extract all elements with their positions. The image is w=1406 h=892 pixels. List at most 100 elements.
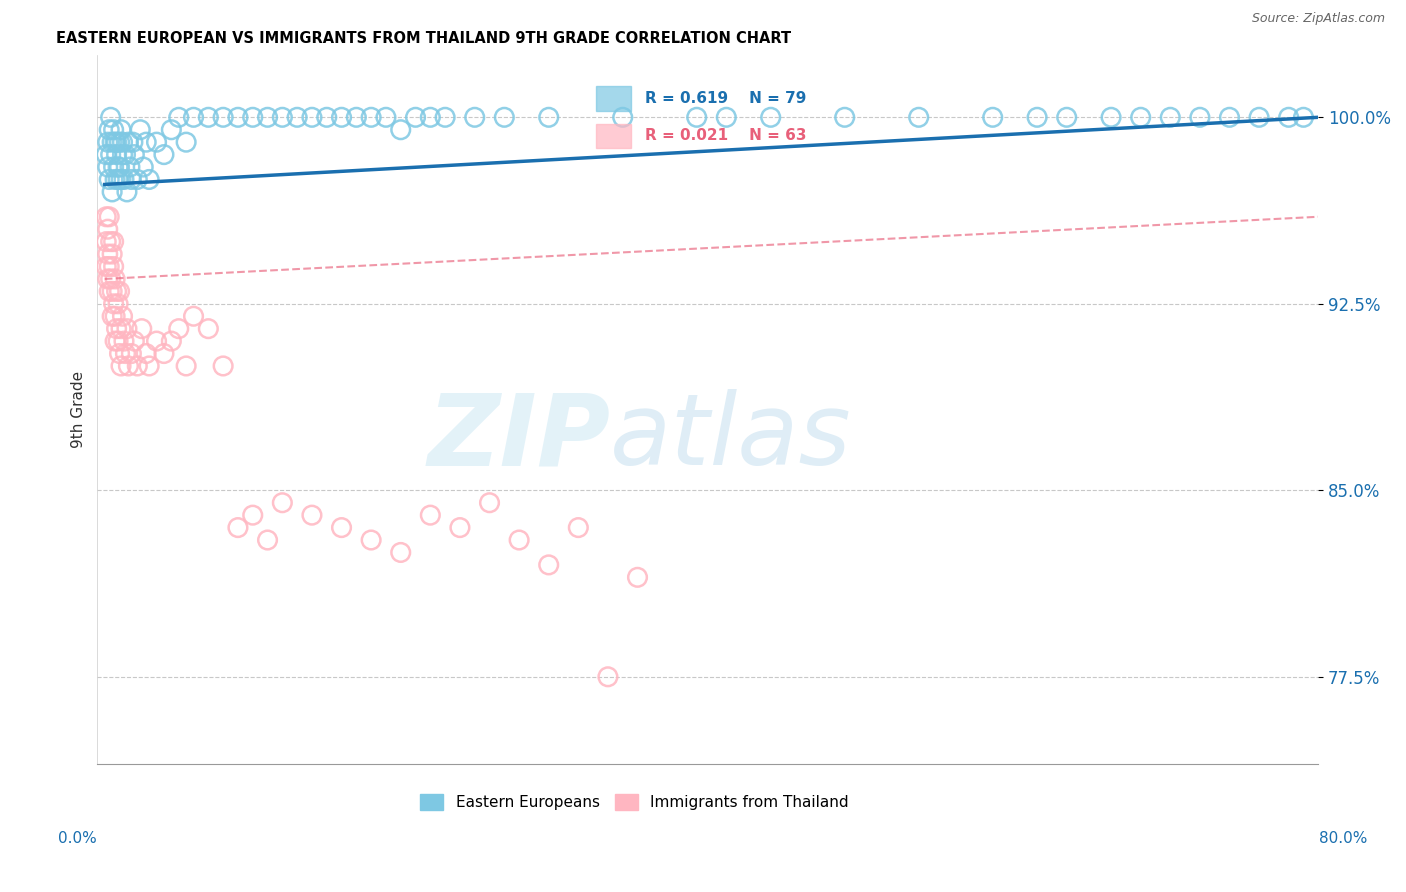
Point: [103, 260, 125, 274]
Point: [301, 508, 323, 523]
Point: [104, 135, 127, 149]
Point: [96, 147, 118, 161]
Point: [96, 210, 118, 224]
Point: [112, 334, 135, 348]
Point: [449, 520, 471, 534]
Point: [105, 285, 128, 299]
Point: [494, 111, 516, 125]
Point: [112, 172, 135, 186]
Point: [389, 545, 412, 559]
Point: [508, 533, 530, 547]
Point: [1249, 111, 1271, 125]
Point: [1188, 111, 1211, 125]
Point: [105, 321, 128, 335]
Point: [103, 235, 125, 249]
Point: [389, 122, 412, 136]
Point: [107, 160, 129, 174]
Text: EASTERN EUROPEAN VS IMMIGRANTS FROM THAILAND 9TH GRADE CORRELATION CHART: EASTERN EUROPEAN VS IMMIGRANTS FROM THAI…: [56, 31, 792, 46]
Point: [108, 135, 131, 149]
Point: [108, 285, 131, 299]
Point: [96, 260, 118, 274]
Point: [100, 235, 122, 249]
Point: [98, 285, 121, 299]
Point: [110, 172, 132, 186]
Point: [107, 172, 129, 186]
Point: [98, 210, 121, 224]
Point: [127, 359, 149, 373]
Point: [120, 346, 142, 360]
Point: [100, 147, 122, 161]
Point: [626, 570, 648, 584]
Point: [117, 359, 139, 373]
Text: 80.0%: 80.0%: [1319, 831, 1367, 846]
Point: [226, 520, 249, 534]
Point: [167, 321, 190, 335]
Point: [98, 122, 121, 136]
Point: [108, 160, 131, 174]
Point: [183, 111, 205, 125]
Point: [117, 135, 139, 149]
Point: [907, 111, 929, 125]
Point: [160, 334, 183, 348]
Point: [110, 122, 132, 136]
Point: [101, 310, 124, 324]
Point: [153, 346, 176, 360]
Point: [1099, 111, 1122, 125]
Point: [111, 147, 134, 161]
Point: [716, 111, 738, 125]
Point: [315, 111, 337, 125]
Point: [127, 172, 149, 186]
Point: [271, 111, 294, 125]
Point: [97, 135, 120, 149]
Point: [686, 111, 709, 125]
Point: [122, 135, 145, 149]
Point: [596, 670, 619, 684]
Point: [256, 533, 278, 547]
Point: [567, 520, 589, 534]
Point: [101, 185, 124, 199]
Point: [419, 111, 441, 125]
Point: [360, 111, 382, 125]
Point: [271, 496, 294, 510]
Point: [285, 111, 308, 125]
Point: [97, 160, 120, 174]
Point: [96, 235, 118, 249]
Point: [153, 147, 176, 161]
Point: [111, 135, 134, 149]
Point: [101, 285, 124, 299]
Point: [1292, 111, 1315, 125]
Point: [110, 321, 132, 335]
Legend: Eastern Europeans, Immigrants from Thailand: Eastern Europeans, Immigrants from Thail…: [415, 789, 855, 816]
Point: [174, 135, 197, 149]
Point: [612, 111, 634, 125]
Point: [108, 346, 131, 360]
Point: [105, 147, 128, 161]
Point: [256, 111, 278, 125]
Point: [1026, 111, 1049, 125]
Point: [103, 297, 125, 311]
Point: [212, 111, 235, 125]
Point: [124, 334, 146, 348]
Point: [104, 172, 127, 186]
Point: [110, 359, 132, 373]
Point: [145, 135, 167, 149]
Point: [1278, 111, 1301, 125]
Point: [97, 247, 120, 261]
Point: [103, 160, 125, 174]
Point: [464, 111, 486, 125]
Y-axis label: 9th Grade: 9th Grade: [72, 371, 86, 448]
Point: [120, 172, 142, 186]
Point: [160, 122, 183, 136]
Point: [98, 260, 121, 274]
Point: [242, 111, 264, 125]
Point: [115, 185, 138, 199]
Point: [105, 135, 128, 149]
Point: [1218, 111, 1240, 125]
Point: [1129, 111, 1152, 125]
Point: [478, 496, 501, 510]
Point: [212, 359, 235, 373]
Point: [197, 111, 219, 125]
Point: [118, 160, 141, 174]
Point: [981, 111, 1004, 125]
Point: [135, 135, 157, 149]
